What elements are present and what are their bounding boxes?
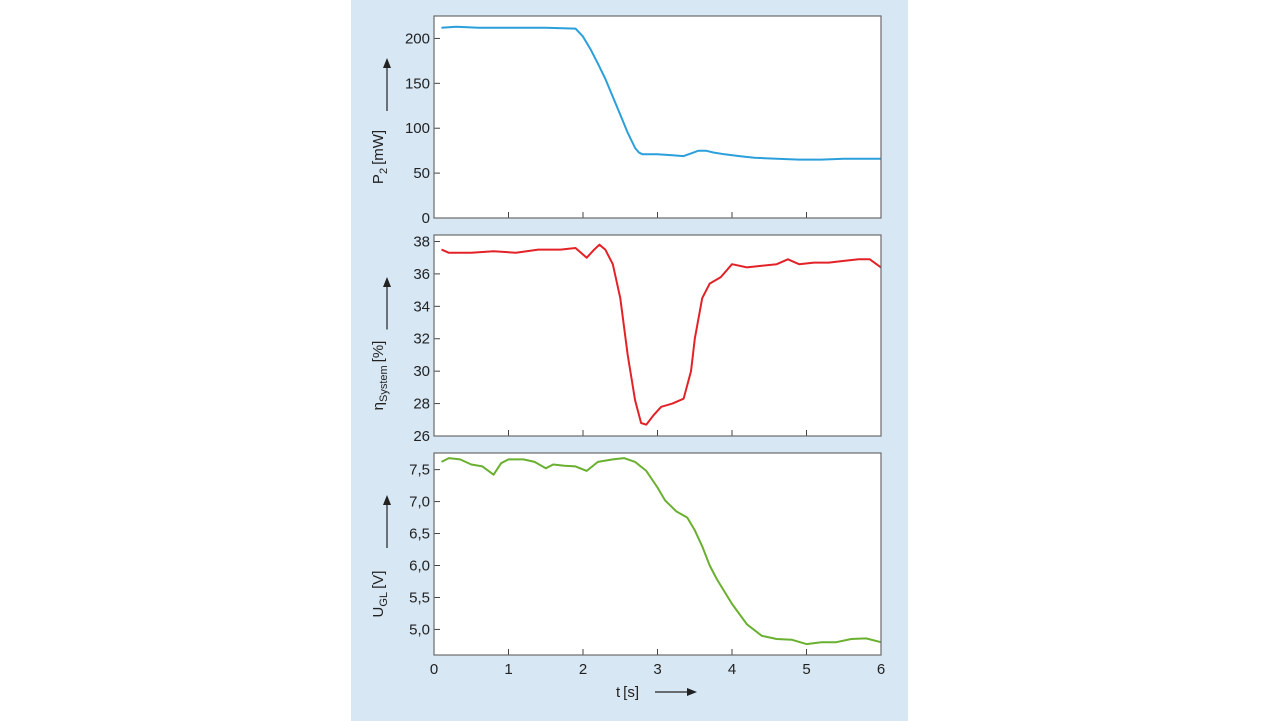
plot-frame-voltage xyxy=(433,452,882,656)
x-tick-label: 4 xyxy=(728,661,736,678)
power-series-line xyxy=(441,25,881,161)
y-tick-label: 6,5 xyxy=(409,526,430,543)
x-axis-arrowhead xyxy=(687,688,697,696)
plot-frame-power xyxy=(433,15,882,219)
y-tick-label: 36 xyxy=(413,266,430,283)
x-tick-label: 2 xyxy=(579,661,587,678)
y-tick-label: 5,5 xyxy=(409,589,430,606)
y-tick-label: 200 xyxy=(405,30,430,47)
figure-panel: 0 50 100 150 200 P2[mW] 26 28 30 32 34 36 38 ηSyst… xyxy=(351,0,908,721)
x-tick-label: 3 xyxy=(653,661,661,678)
efficiency-series-line xyxy=(441,243,882,426)
x-tick-label: 0 xyxy=(430,661,438,678)
chart-voltage: 5,0 5,5 6,0 6,5 7,0 7,5 0 1 2 3 4 5 6 UGL[V] xyxy=(370,452,885,678)
y-axis-label-voltage: UGL[V] xyxy=(370,571,390,618)
y-axis-arrowhead-efficiency xyxy=(383,277,391,287)
plot-area-power xyxy=(434,16,881,218)
plot-frame-efficiency xyxy=(433,234,882,437)
y-tick-label: 7,0 xyxy=(409,494,430,511)
y-tick-label: 50 xyxy=(413,165,430,182)
y-axis-power: 0 50 100 150 200 xyxy=(405,30,440,227)
y-tick-label: 6,0 xyxy=(409,558,430,575)
y-tick-label: 0 xyxy=(422,210,430,227)
y-tick-label: 150 xyxy=(405,75,430,92)
y-tick-label: 34 xyxy=(413,298,430,315)
y-tick-label: 26 xyxy=(413,428,430,445)
y-tick-label: 100 xyxy=(405,120,430,137)
x-tick-label: 1 xyxy=(504,661,512,678)
y-axis-title-voltage: UGL[V] xyxy=(370,495,391,617)
x-tick-label: 5 xyxy=(802,661,810,678)
voltage-series-line xyxy=(441,457,882,646)
y-axis-efficiency: 26 28 30 32 34 36 38 xyxy=(413,233,440,445)
x-axis: 0 1 2 3 4 5 6 xyxy=(430,661,885,678)
y-tick-label: 28 xyxy=(413,396,430,413)
y-axis-arrowhead-voltage xyxy=(383,495,391,505)
chart-efficiency: 26 28 30 32 34 36 38 ηSystem[%] xyxy=(370,233,882,445)
plot-area-voltage xyxy=(434,453,881,655)
x-axis-label: t [s] xyxy=(616,684,639,701)
plot-area-efficiency xyxy=(434,235,881,436)
y-axis-title-power: P2[mW] xyxy=(370,58,391,184)
y-axis-label-power: P2[mW] xyxy=(370,130,390,184)
y-tick-label: 30 xyxy=(413,363,430,380)
y-axis-voltage: 5,0 5,5 6,0 6,5 7,0 7,5 xyxy=(409,462,440,638)
y-tick-label: 38 xyxy=(413,233,430,250)
y-tick-label: 5,0 xyxy=(409,621,430,638)
x-axis-title: t [s] xyxy=(616,684,697,701)
y-tick-label: 7,5 xyxy=(409,462,430,479)
y-tick-label: 32 xyxy=(413,331,430,348)
y-axis-label-efficiency: ηSystem[%] xyxy=(370,341,390,411)
x-tick-label: 6 xyxy=(877,661,885,678)
y-axis-arrowhead-power xyxy=(383,58,391,68)
chart-power: 0 50 100 150 200 P2[mW] xyxy=(370,15,882,227)
y-axis-title-efficiency: ηSystem[%] xyxy=(370,277,391,410)
